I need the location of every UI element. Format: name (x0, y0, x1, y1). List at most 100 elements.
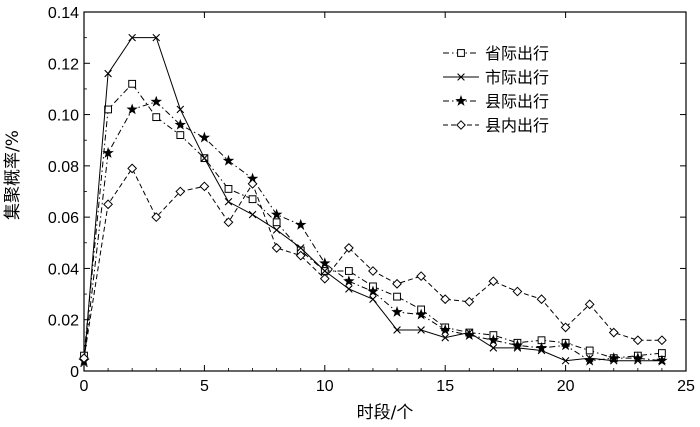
data-point (152, 113, 161, 122)
data-point (175, 186, 186, 197)
plot-frame (83, 11, 687, 372)
series-1 (80, 33, 666, 368)
data-point (455, 95, 467, 106)
data-point (464, 296, 475, 307)
data-point (632, 352, 644, 364)
data-point (104, 69, 112, 78)
series-0 (80, 79, 666, 363)
data-point (488, 276, 499, 287)
data-point (585, 346, 594, 355)
data-point (150, 95, 162, 107)
series-3 (79, 163, 667, 364)
data-point (561, 356, 570, 365)
data-point (584, 299, 595, 310)
x-axis-title: 时段/个 (357, 403, 414, 423)
legend-label: 县内出行 (485, 116, 549, 135)
data-point (415, 308, 427, 320)
data-point (223, 217, 234, 228)
y-tick-label: 0.06 (48, 210, 79, 227)
data-point (271, 243, 282, 253)
data-point (345, 285, 353, 293)
data-point (321, 267, 329, 275)
x-tick-label: 0 (80, 378, 89, 395)
legend-item: 市际出行 (443, 68, 549, 87)
data-point (295, 218, 307, 230)
series-line (83, 37, 662, 364)
data-point (393, 326, 401, 334)
data-point (608, 327, 619, 338)
data-point (103, 199, 113, 210)
y-tick-label: 0.10 (48, 108, 79, 125)
data-point (248, 210, 257, 219)
data-point (489, 344, 498, 352)
data-point (583, 354, 596, 366)
data-point (79, 353, 89, 364)
data-point (439, 323, 451, 335)
data-point (296, 244, 305, 252)
data-point (126, 103, 138, 115)
data-point (457, 49, 465, 57)
y-tick-label: 0 (70, 364, 79, 381)
data-point (199, 181, 210, 192)
legend-item: 县际出行 (443, 92, 549, 111)
data-point (657, 335, 667, 346)
data-point (456, 120, 466, 130)
y-tick-label: 0.08 (48, 159, 79, 176)
data-point (102, 147, 114, 158)
x-tick-label: 15 (436, 378, 454, 395)
data-point (368, 266, 378, 276)
data-point (224, 197, 233, 206)
data-point (198, 131, 211, 143)
data-point (343, 243, 354, 253)
data-point (656, 354, 668, 366)
y-tick-label: 0.04 (48, 261, 79, 278)
legend-item: 省际出行 (443, 44, 549, 63)
x-tick-label: 25 (677, 378, 695, 395)
data-point (248, 195, 257, 204)
data-point (222, 154, 235, 166)
legend-item: 县内出行 (443, 116, 549, 135)
series-line (83, 167, 662, 359)
data-point (224, 185, 233, 193)
data-point (343, 275, 355, 287)
legend-label: 省际出行 (485, 44, 549, 63)
data-point (151, 212, 162, 223)
data-point (632, 335, 643, 346)
series-layer (78, 33, 668, 368)
data-point (416, 271, 427, 282)
y-tick-label: 0.14 (48, 5, 79, 22)
data-point (392, 278, 402, 289)
legend-label: 县际出行 (485, 92, 549, 111)
data-point (463, 329, 475, 340)
data-point (512, 286, 523, 297)
data-point (200, 154, 209, 162)
data-point (295, 250, 306, 261)
data-point (127, 163, 138, 174)
y-tick-label: 0.12 (48, 56, 79, 73)
data-point (369, 295, 377, 303)
data-point (272, 226, 281, 234)
data-point (246, 172, 259, 184)
data-point (152, 33, 161, 42)
data-point (270, 208, 283, 220)
y-axis-title: 集聚概率/% (3, 130, 23, 220)
x-tick-label: 5 (200, 378, 209, 395)
data-point (511, 339, 524, 351)
plot-axes: 0 5 10 15 20 25 0 0.02 0.04 0.06 0.08 0.10 0.12 0.14 (48, 5, 695, 395)
data-point (608, 352, 620, 364)
data-point (272, 218, 281, 227)
data-point (176, 131, 185, 139)
data-point (247, 178, 258, 189)
data-point (559, 339, 572, 351)
data-point (344, 267, 353, 275)
series-line (83, 83, 662, 359)
data-point (367, 285, 379, 297)
y-tick-label: 0.02 (48, 313, 79, 330)
data-point (393, 292, 401, 301)
data-point (128, 79, 137, 88)
data-point (441, 333, 449, 342)
x-tick-label: 20 (557, 378, 575, 395)
data-point (487, 334, 500, 346)
data-point (417, 326, 425, 334)
